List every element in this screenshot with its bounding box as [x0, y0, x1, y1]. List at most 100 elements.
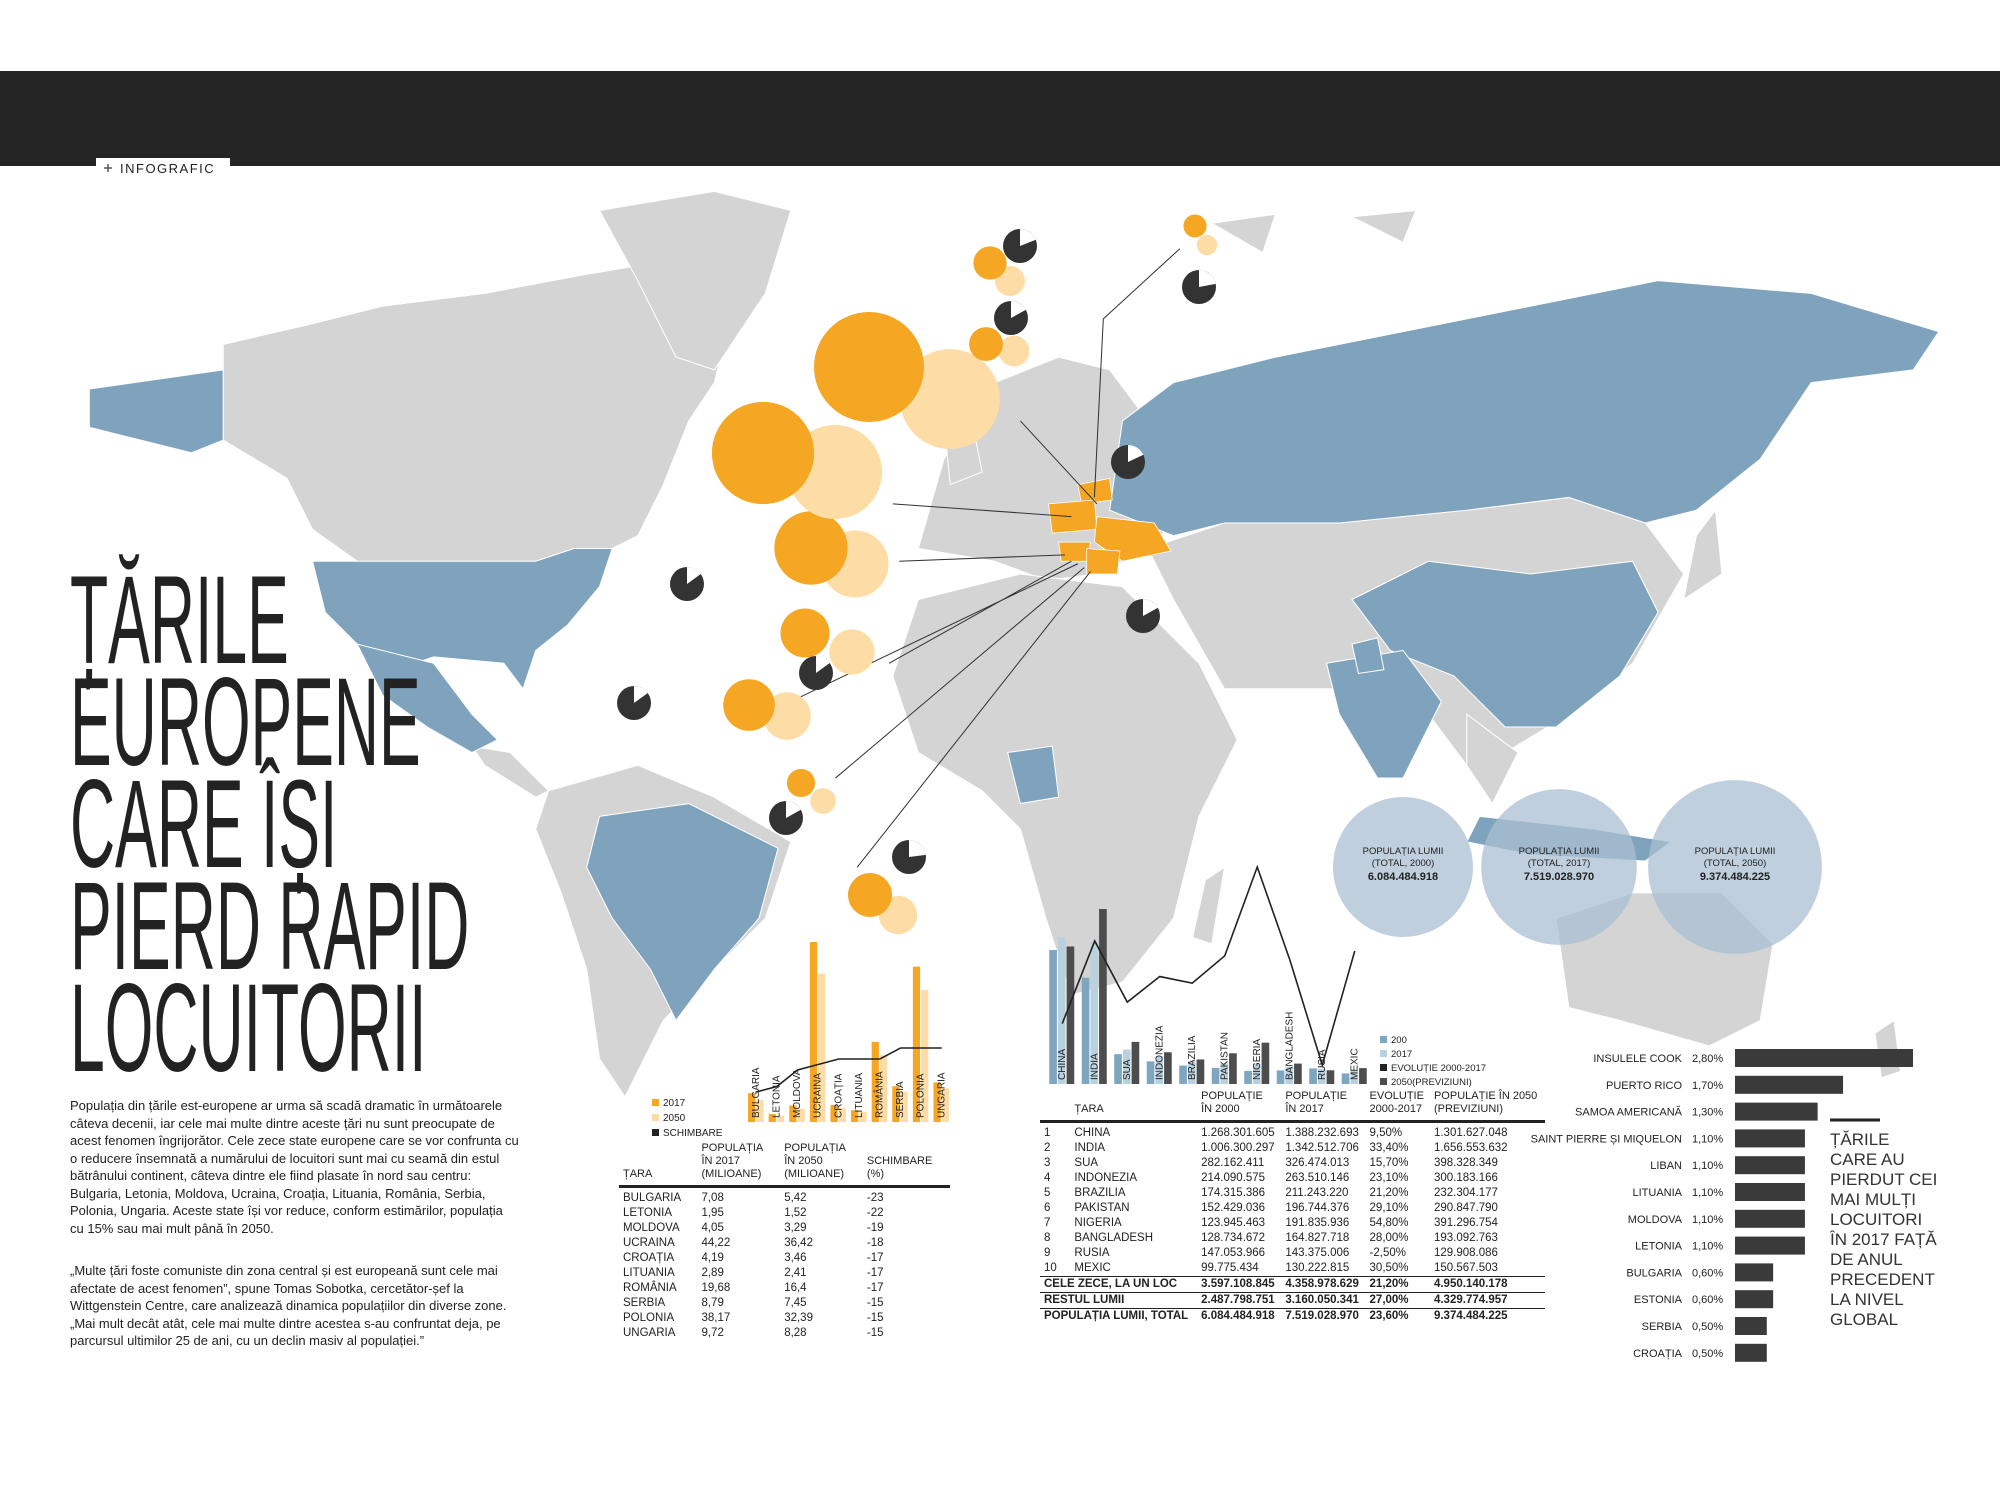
column-header: EVOLUȚIE 2000-2017 [1365, 1090, 1430, 1123]
table-cell: 282.162.411 [1201, 1157, 1265, 1169]
table-cell: 28,00% [1369, 1232, 1409, 1244]
population-bubble [1196, 234, 1218, 256]
change-wedge [1128, 445, 1144, 462]
bar [1359, 1068, 1367, 1084]
table-cell: 9,50% [1369, 1127, 1403, 1139]
table-cell: 2,41 [784, 1267, 807, 1279]
table-cell: 214.090.575 [1201, 1172, 1266, 1184]
table-row: 4 INDONEZIA 214.090.575 263.510.146 23,10% 30… [1040, 1171, 1545, 1186]
bar [1309, 1068, 1317, 1084]
value-label: 1,10% [1692, 1187, 1723, 1199]
table-cell: 4,05 [701, 1222, 724, 1234]
table-cell: 391.296.754 [1433, 1217, 1498, 1229]
brazil [586, 803, 779, 1022]
section-label: INFOGRAFIC [120, 161, 215, 176]
bar [1735, 1236, 1805, 1255]
ukraine-highlight [1093, 516, 1172, 562]
category-label: LETONIA [772, 1075, 783, 1118]
bar [1099, 909, 1107, 1084]
value-label: 0,60% [1692, 1294, 1723, 1306]
header-row: ȚARA POPULAȚIE ÎN 2000 POPULAȚIE ÎN 2017 EV… [1040, 1090, 1545, 1123]
table-cell: CELE ZECE, LA UN LOC [1040, 1275, 1198, 1292]
table-cell: -17 [866, 1267, 884, 1279]
bar [1081, 977, 1090, 1084]
value-label: 1,30% [1692, 1107, 1723, 1119]
bar [1211, 1067, 1220, 1084]
legend-swatch [1380, 1064, 1387, 1071]
table-row: 8 BANGLADESH 128.734.672 164.827.718 28,00% 1… [1040, 1231, 1545, 1246]
table-cell: PAKISTAN [1074, 1202, 1130, 1214]
bar [1155, 1056, 1164, 1084]
section-tab [96, 158, 230, 180]
bar [818, 973, 826, 1122]
greenland [598, 190, 792, 371]
change-wedge [816, 656, 830, 673]
japan [1682, 508, 1723, 601]
table-cell: 7 [1044, 1217, 1051, 1229]
table-cell: ROMÂNIA [623, 1282, 677, 1294]
arctic-islands [1210, 209, 1417, 254]
bar [1179, 1065, 1187, 1084]
legend-swatch [652, 1129, 659, 1136]
top-bar [0, 71, 2000, 166]
table-cell: 23,60% [1365, 1307, 1430, 1324]
table-cell: NIGERIA [1074, 1217, 1122, 1229]
bar [1122, 1049, 1131, 1084]
category-label: INDIA [1089, 1053, 1100, 1080]
population-bubble [900, 349, 1000, 449]
table-cell: 6.084.484.918 [1197, 1307, 1282, 1324]
table-cell: 4.358.978.629 [1281, 1275, 1366, 1292]
table-cell: BANGLADESH [1074, 1232, 1154, 1244]
table-row: LETONIA 1,95 1,52 -22 [619, 1206, 950, 1221]
category-label: LITUANIA [854, 1073, 865, 1118]
world-total-note: (TOTAL, 2000) [1372, 858, 1434, 869]
table-cell: 4,19 [701, 1252, 724, 1264]
column-header [1040, 1090, 1071, 1123]
bar [1252, 1063, 1261, 1084]
category-label: CROAȚIA [833, 1073, 844, 1118]
value-label: 2,80% [1692, 1053, 1723, 1065]
bar [1294, 1063, 1302, 1084]
table-cell: 36,42 [784, 1237, 813, 1249]
column-header: POPULAȚIE ÎN 2000 [1197, 1090, 1282, 1123]
table-row: LITUANIA 2,89 2,41 -17 [619, 1266, 950, 1281]
table-cell: 10 [1044, 1262, 1057, 1274]
category-label: CHINA [1057, 1049, 1068, 1080]
legend-swatch [652, 1099, 659, 1106]
headline: ȚĂRILE EUROPENE CARE ÎȘI PIERD RAPID LOC… [70, 550, 469, 1097]
bar [797, 1108, 805, 1122]
table-cell: UNGARIA [623, 1327, 676, 1339]
table-cell: 300.183.166 [1433, 1172, 1498, 1184]
table-cell: CROAȚIA [623, 1252, 675, 1264]
table-cell: 15,70% [1369, 1157, 1409, 1169]
pakistan [1351, 637, 1385, 675]
category-label: MOLDOVA [792, 1068, 803, 1118]
table-row: SERBIA 8,79 7,45 -15 [619, 1296, 950, 1311]
bar [789, 1105, 797, 1122]
category-label: CROAȚIA [1633, 1348, 1683, 1360]
column-header: POPULAȚIE ÎN 2050 (PREVIZIUNI) [1429, 1090, 1545, 1123]
table-row: 3 SUA 282.162.411 326.474.013 15,70% 398.328.… [1040, 1156, 1545, 1171]
table-cell: 4.329.774.957 [1429, 1291, 1545, 1308]
bar [1735, 1290, 1774, 1309]
table-cell: 3.160.050.341 [1281, 1291, 1366, 1308]
population-bubble [763, 692, 811, 740]
bar [1196, 1059, 1205, 1084]
legend-label: 2017 [1391, 1049, 1412, 1060]
population-bubble [847, 872, 893, 918]
nigeria [1007, 745, 1060, 805]
bar [1131, 1041, 1140, 1084]
line-series [1061, 864, 1356, 1068]
bar [1187, 1061, 1196, 1084]
value-label: 0,50% [1692, 1321, 1723, 1333]
table-cell: 1.342.512.706 [1285, 1142, 1359, 1154]
bar [900, 1091, 908, 1122]
category-label: SERBIA [1642, 1321, 1683, 1333]
population-bubble [829, 629, 875, 675]
table-cell: 23,10% [1369, 1172, 1409, 1184]
table-cell: 38,17 [701, 1312, 731, 1324]
table-cell: BRAZILIA [1074, 1187, 1126, 1199]
table-row: BULGARIA 7,08 5,42 -23 [619, 1191, 950, 1206]
